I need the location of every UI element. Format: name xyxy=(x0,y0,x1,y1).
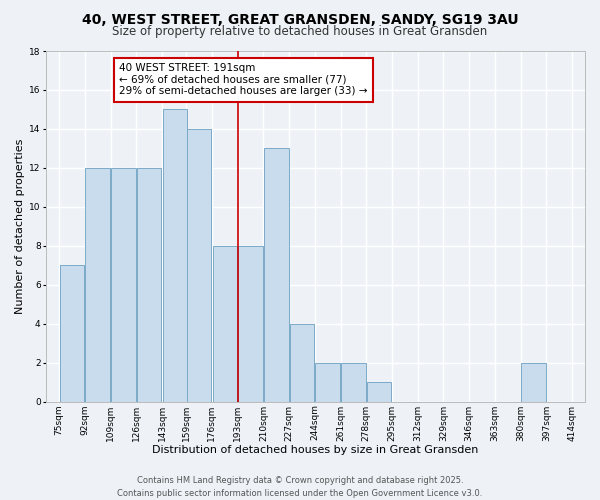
Bar xyxy=(341,362,366,402)
Text: 40, WEST STREET, GREAT GRANSDEN, SANDY, SG19 3AU: 40, WEST STREET, GREAT GRANSDEN, SANDY, … xyxy=(82,12,518,26)
Text: Size of property relative to detached houses in Great Gransden: Size of property relative to detached ho… xyxy=(112,25,488,38)
Text: Contains HM Land Registry data © Crown copyright and database right 2025.
Contai: Contains HM Land Registry data © Crown c… xyxy=(118,476,482,498)
Y-axis label: Number of detached properties: Number of detached properties xyxy=(15,138,25,314)
X-axis label: Distribution of detached houses by size in Great Gransden: Distribution of detached houses by size … xyxy=(152,445,479,455)
Bar xyxy=(316,362,340,402)
Bar xyxy=(212,246,237,402)
Bar xyxy=(187,129,211,402)
Bar xyxy=(521,362,546,402)
Bar xyxy=(264,148,289,402)
Bar xyxy=(238,246,263,402)
Text: 40 WEST STREET: 191sqm
← 69% of detached houses are smaller (77)
29% of semi-det: 40 WEST STREET: 191sqm ← 69% of detached… xyxy=(119,64,367,96)
Bar xyxy=(111,168,136,402)
Bar xyxy=(163,110,187,402)
Bar xyxy=(85,168,110,402)
Bar xyxy=(59,266,84,402)
Bar xyxy=(367,382,391,402)
Bar xyxy=(290,324,314,402)
Bar xyxy=(137,168,161,402)
